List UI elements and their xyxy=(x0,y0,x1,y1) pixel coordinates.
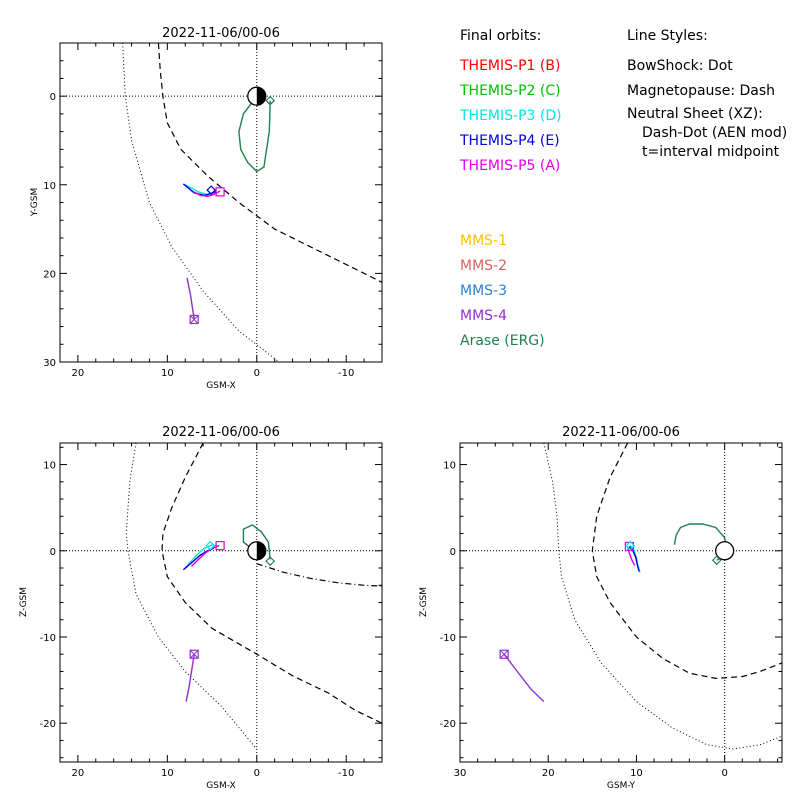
plot-xz-title: 2022-11-06/00-06 xyxy=(162,425,280,440)
plot-xz-series-arase xyxy=(242,524,271,560)
plot-yz-ytick-label: -20 xyxy=(440,719,456,730)
plot-xz-ytick-label: 10 xyxy=(43,461,56,472)
plot-xy-xtick-label: 10 xyxy=(161,368,174,379)
plot-xz-marker-boxcross-3 xyxy=(189,649,199,659)
plot-yz-ytick-label: 10 xyxy=(443,461,456,472)
plot-xz: 2022-11-06/00-06 GSM-X Z-GSM 20 10 0 -10 10 0… xyxy=(19,425,383,791)
plot-xy-xlabel: GSM-X xyxy=(206,381,235,391)
plot-xz-ytick-label: -20 xyxy=(40,719,56,730)
plot-xz-marker-diamond-0 xyxy=(265,556,276,566)
plot-yz-ytick-label: -10 xyxy=(440,633,456,644)
styles-header: Line Styles: xyxy=(627,28,708,44)
plot-xz-marker-square-1 xyxy=(215,540,225,551)
plot-xy-earth-icon xyxy=(247,86,267,106)
plot-xy-marker-diamond-0 xyxy=(265,95,276,106)
plot-yz-series-mms xyxy=(503,653,545,703)
legend-item-mms-2: MMS-2 xyxy=(460,258,507,274)
plot-xy-series-magnetopause xyxy=(157,43,382,283)
plot-yz-marker-diamond-2 xyxy=(625,540,636,551)
plot-xz-series-bowshock xyxy=(125,443,258,750)
legend-item-themis-p2: THEMIS-P2 (C) xyxy=(459,83,561,99)
plot-xy: 2022-11-06/00-06 GSM-X Y-GSM 20 10 0 -10 0 10… xyxy=(30,26,383,391)
legend-final-orbits: Final orbits: THEMIS-P1 (B) THEMIS-P2 (C… xyxy=(459,28,562,174)
plot-xy-title: 2022-11-06/00-06 xyxy=(162,26,280,41)
plot-xz-series-mms xyxy=(185,654,195,702)
orbits-header: Final orbits: xyxy=(460,28,541,44)
plot-yz-data-area xyxy=(460,443,782,762)
plot-xz-data-area xyxy=(60,443,382,762)
legend-item-themis-p4: THEMIS-P4 (E) xyxy=(459,133,560,149)
plot-yz-series-magnetopause xyxy=(591,443,782,680)
plot-xz-frame xyxy=(59,442,383,763)
plot-xy-marker-diamond-2 xyxy=(206,185,217,195)
plot-xz-xtick-label: 0 xyxy=(254,768,260,779)
legend-item-themis-p5: THEMIS-P5 (A) xyxy=(459,158,560,174)
plot-xz-xtick-label: 10 xyxy=(161,768,174,779)
plot-xy-ylabel: Y-GSM xyxy=(30,188,40,217)
legend-missions: MMS-1 MMS-2 MMS-3 MMS-4 Arase (ERG) xyxy=(460,233,545,349)
style-bowshock: BowShock: Dot xyxy=(627,58,733,74)
plot-xz-xtick-label: 20 xyxy=(72,768,85,779)
plot-yz: 2022-11-06/00-06 GSM-Y Z-GSM 30 20 10 0 10 0 -… xyxy=(419,425,783,791)
legend-item-themis-p3: THEMIS-P3 (D) xyxy=(459,108,562,124)
plot-yz-series-themis_e xyxy=(628,546,640,572)
plot-yz-xlabel: GSM-Y xyxy=(607,781,636,791)
plot-xz-xtick-label: -10 xyxy=(338,768,354,779)
plot-xz-earth-icon xyxy=(247,541,267,561)
plot-yz-marker-boxcross-3 xyxy=(499,649,509,659)
plot-yz-ylabel: Z-GSM xyxy=(419,587,429,617)
plot-xy-xtick-label: 0 xyxy=(254,368,260,379)
plot-yz-title: 2022-11-06/00-06 xyxy=(562,425,680,440)
plot-yz-frame xyxy=(459,442,783,763)
plot-xz-marker-diamond-2 xyxy=(205,540,216,551)
plot-xz-xlabel: GSM-X xyxy=(206,781,235,791)
plot-xy-ytick-label: 30 xyxy=(43,358,56,369)
plot-xz-ylabel: Z-GSM xyxy=(19,587,29,617)
plot-xz-ytick-label: -10 xyxy=(40,633,56,644)
plot-xy-series-arase xyxy=(238,95,271,173)
plot-yz-series-bowshock xyxy=(543,443,782,750)
plot-xz-ytick-label: 0 xyxy=(50,547,56,558)
plot-xy-series-mms xyxy=(186,277,195,320)
legend-item-mms-3: MMS-3 xyxy=(460,283,507,299)
legend-item-arase: Arase (ERG) xyxy=(460,333,545,349)
plot-xy-xtick-label: 20 xyxy=(72,368,85,379)
plot-xz-series-neutral_sheet xyxy=(256,563,382,587)
legend-item-mms-4: MMS-4 xyxy=(460,308,507,324)
plot-yz-earth-icon xyxy=(715,541,735,561)
legend-item-themis-p1: THEMIS-P1 (B) xyxy=(459,58,560,74)
legend-line-styles: Line Styles: BowShock: Dot Magnetopause:… xyxy=(627,28,787,160)
style-neutral-sheet: Neutral Sheet (XZ): xyxy=(627,106,763,122)
plot-xy-marker-boxcross-3 xyxy=(189,314,199,325)
plot-yz-xtick-label: 10 xyxy=(630,768,643,779)
plot-xy-marker-square-1 xyxy=(215,187,225,197)
plot-yz-marker-diamond-0 xyxy=(711,555,722,566)
plot-xy-data-area xyxy=(60,43,382,362)
plot-yz-xtick-label: 30 xyxy=(454,768,467,779)
plot-yz-xtick-label: 0 xyxy=(721,768,727,779)
plot-yz-xtick-label: 20 xyxy=(542,768,555,779)
plot-xy-ytick-label: 0 xyxy=(50,92,56,103)
plot-xy-ytick-label: 20 xyxy=(43,269,56,280)
style-magnetopause: Magnetopause: Dash xyxy=(627,83,775,99)
plot-xy-xtick-label: -10 xyxy=(338,368,354,379)
legend-item-mms-1: MMS-1 xyxy=(460,233,507,249)
plot-xy-ytick-label: 10 xyxy=(43,181,56,192)
style-interval-midpoint: t=interval midpoint xyxy=(642,144,780,160)
plot-xz-series-themis_a xyxy=(191,544,220,567)
plot-yz-ytick-label: 0 xyxy=(450,547,456,558)
plot-xz-series-magnetopause xyxy=(161,443,382,724)
plot-xy-frame xyxy=(59,42,383,363)
style-dash-dot: Dash-Dot (AEN mod) xyxy=(642,125,787,141)
